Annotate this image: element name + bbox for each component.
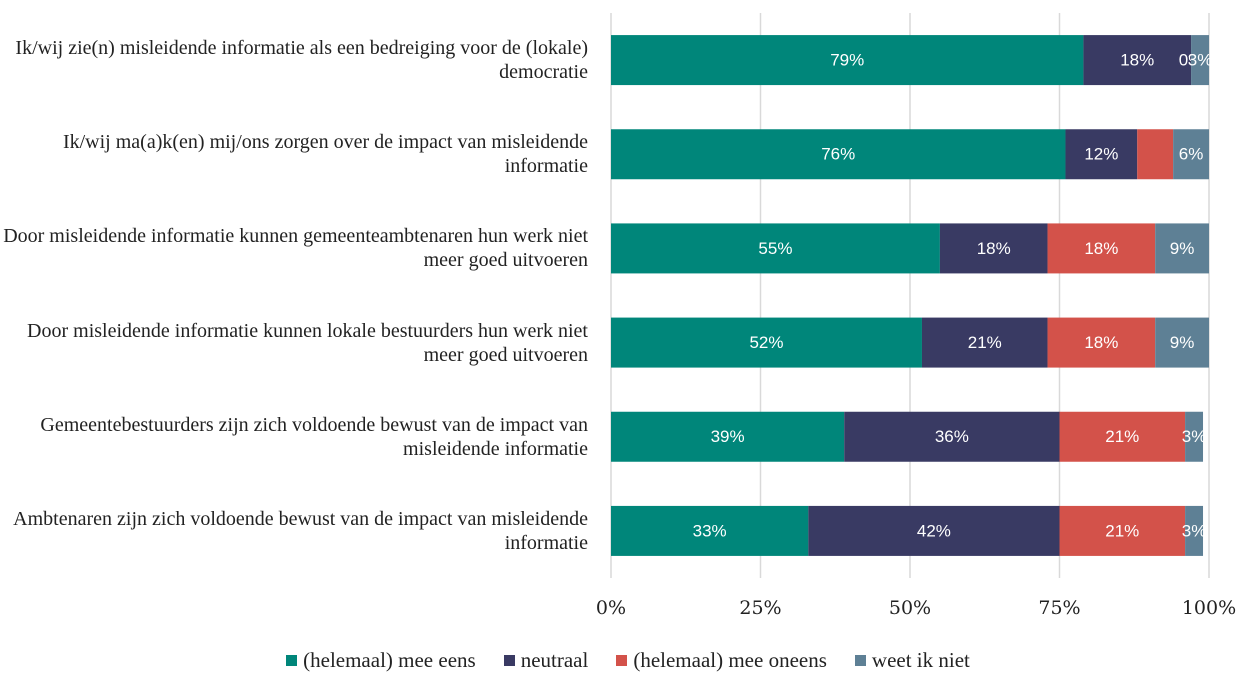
data-label: 76% [821,145,855,164]
bar-segment [1083,35,1192,86]
bar-segment [921,317,1048,368]
data-label: 18% [1084,333,1118,352]
bar-segment [611,317,922,368]
bar-segment [611,411,845,462]
bar-segment [1137,129,1174,180]
bar-segment [1185,505,1204,556]
data-label: 21% [1105,521,1139,540]
legend-item: (helemaal) mee oneens [616,648,827,673]
legend-swatch [854,655,866,666]
bar-segment [1155,317,1209,368]
bar-segment [611,223,940,274]
data-label: 39% [711,427,745,446]
legend-label: neutraal [520,648,589,672]
category-label: Gemeentebestuurders zijn zich voldoende … [40,413,588,460]
data-label: 42% [917,521,951,540]
bar-segment [939,223,1048,274]
data-label: 12% [1084,145,1118,164]
bar-segment [1059,505,1186,556]
data-label: 6% [1179,145,1204,164]
bar-segment [1047,317,1156,368]
legend-item: (helemaal) mee eens [286,648,476,673]
bar-segment [1155,223,1209,274]
data-label: 3% [1182,427,1207,446]
bar-segment [1185,411,1204,462]
data-label: 3% [1182,521,1207,540]
category-label: Door misleidende informatie kunnen lokal… [27,319,588,366]
legend: (helemaal) mee eens neutraal (helemaal) me… [0,648,1256,673]
bar-segment [611,505,809,556]
legend-swatch [503,655,515,666]
x-tick-label: 25% [739,597,781,619]
data-label: 55% [758,239,792,258]
bar-segment [1065,129,1138,180]
data-label: 33% [693,521,727,540]
legend-label: (helemaal) mee eens [303,648,476,672]
data-label: 21% [1105,427,1139,446]
legend-swatch [286,655,298,666]
data-label: 52% [749,333,783,352]
category-label: Ambtenaren zijn zich voldoende bewust va… [13,507,588,554]
x-tick-label: 0% [596,597,626,619]
data-label: 9% [1170,333,1195,352]
legend-item: neutraal [503,648,589,673]
data-label: 3% [1188,51,1213,70]
data-label: 36% [935,427,969,446]
legend-swatch [616,655,628,666]
x-tick-label: 75% [1038,597,1080,619]
bar-segment [808,505,1060,556]
bar-segment [844,411,1060,462]
data-label: 18% [977,239,1011,258]
bar-segment [611,35,1084,86]
bar-segment [611,129,1066,180]
bar-segment [1047,223,1156,274]
x-tick-label: 50% [889,597,931,619]
data-label: 9% [1170,239,1195,258]
data-label: 79% [830,51,864,70]
data-label: 21% [968,333,1002,352]
category-label: Ik/wij zie(n) misleidende informatie als… [15,37,588,84]
category-label: Door misleidende informatie kunnen gemee… [3,225,588,272]
bar-segment [1173,129,1209,180]
bar-segment [1191,35,1209,86]
bar-segment [1059,411,1186,462]
legend-item: weet ik niet [854,648,970,673]
x-tick-label: 100% [1182,597,1236,619]
legend-label: (helemaal) mee oneens [633,648,827,672]
legend-label: weet ik niet [871,648,970,672]
data-label: 18% [1084,239,1118,258]
category-label: Ik/wij ma(a)k(en) mij/ons zorgen over de… [62,131,588,178]
data-label: 18% [1120,51,1154,70]
